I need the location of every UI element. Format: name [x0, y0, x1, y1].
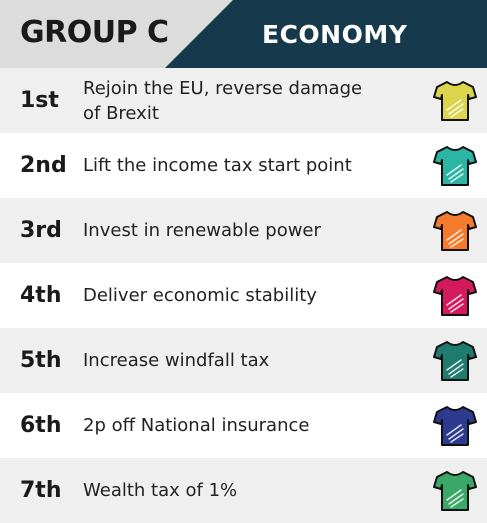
rank: 3rd: [20, 218, 62, 243]
shirt-body: [433, 276, 477, 316]
rows: 1st Rejoin the EU, reverse damage of Brex…: [0, 68, 487, 523]
shirt-body: [433, 471, 477, 511]
shirt-stripe: [450, 498, 464, 508]
shirt-stripe: [448, 298, 464, 310]
shirt-body: [433, 146, 477, 186]
shirt-stripe: [446, 424, 462, 436]
group-title: GROUP C: [20, 15, 169, 50]
item-text: Wealth tax of 1%: [83, 480, 238, 501]
shirt-stripe: [448, 363, 464, 375]
shirt-body: [433, 81, 477, 121]
shirt-stripe: [450, 173, 464, 183]
row: 6th 2p off National insurance: [0, 393, 487, 458]
shirt-icon: [433, 211, 477, 251]
shirt-stripe: [448, 428, 464, 440]
shirt-icon: [433, 146, 477, 186]
shirt-stripe: [450, 108, 464, 118]
shirt-stripe: [446, 359, 462, 371]
shirt-stripe: [450, 238, 464, 248]
item-text: Invest in renewable power: [83, 220, 321, 241]
row: 7th Wealth tax of 1%: [0, 458, 487, 523]
row: 3rd Invest in renewable power: [0, 198, 487, 263]
shirt-body: [433, 406, 477, 446]
shirt-stripe: [448, 493, 464, 505]
shirt-stripe: [446, 229, 462, 241]
row: 2nd Lift the income tax start point: [0, 133, 487, 198]
row: 1st Rejoin the EU, reverse damage of Brex…: [0, 68, 487, 133]
shirt-stripe: [450, 303, 464, 313]
shirt-stripe: [446, 489, 462, 501]
shirt-stripe: [448, 168, 464, 180]
shirt-icon: [433, 81, 477, 121]
row: 5th Increase windfall tax: [0, 328, 487, 393]
header: GROUP C ECONOMY: [0, 0, 487, 68]
category-title: ECONOMY: [262, 20, 408, 49]
rank: 4th: [20, 283, 62, 308]
shirt-icon: [433, 341, 477, 381]
shirt-body: [433, 211, 477, 251]
item-text: Lift the income tax start point: [83, 155, 352, 176]
header-bg: [0, 0, 487, 68]
row: 4th Deliver economic stability: [0, 263, 487, 328]
item-text: Increase windfall tax: [83, 350, 270, 371]
shirt-stripe: [450, 433, 464, 443]
item-text: Rejoin the EU, reverse damage of Brexit: [83, 77, 363, 124]
rank: 1st: [20, 88, 59, 113]
rank: 6th: [20, 413, 62, 438]
shirt-icon: [433, 471, 477, 511]
rank: 5th: [20, 348, 62, 373]
shirt-stripe: [446, 164, 462, 176]
shirt-stripe: [450, 368, 464, 378]
shirt-stripe: [448, 233, 464, 245]
shirt-stripe: [448, 103, 464, 115]
shirt-icon: [433, 406, 477, 446]
shirt-stripe: [446, 99, 462, 111]
item-text: Deliver economic stability: [83, 285, 317, 306]
item-text: 2p off National insurance: [83, 415, 310, 436]
rank: 7th: [20, 478, 62, 503]
rank: 2nd: [20, 153, 67, 178]
shirt-body: [433, 341, 477, 381]
shirt-stripe: [446, 294, 462, 306]
shirt-icon: [433, 276, 477, 316]
